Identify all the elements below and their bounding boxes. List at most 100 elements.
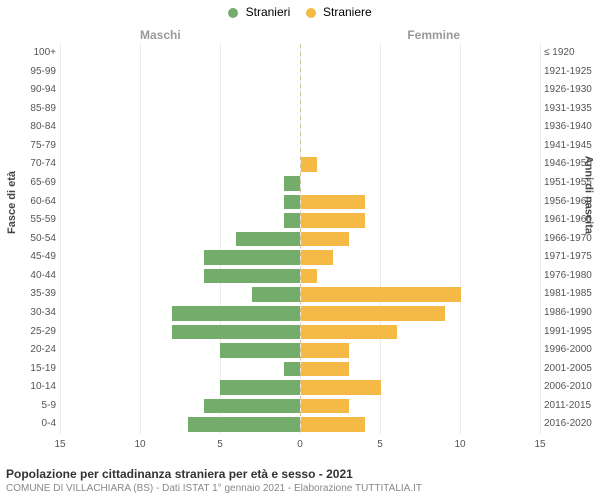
- birth-label: 2016-2020: [544, 415, 600, 434]
- age-label: 35-39: [0, 285, 56, 304]
- bar-male: [204, 269, 300, 284]
- age-row: 10-142006-2010: [60, 378, 540, 397]
- bar-male: [284, 195, 300, 210]
- x-tick-label: 5: [377, 439, 383, 450]
- age-row: 25-291991-1995: [60, 323, 540, 342]
- pyramid-chart: Stranieri Straniere Maschi Femmine Fasce…: [0, 0, 600, 500]
- bar-male: [284, 176, 300, 191]
- birth-label: 1986-1990: [544, 304, 600, 323]
- age-row: 40-441976-1980: [60, 267, 540, 286]
- age-label: 20-24: [0, 341, 56, 360]
- birth-label: 1941-1945: [544, 137, 600, 156]
- age-row: 80-841936-1940: [60, 118, 540, 137]
- bar-female: [301, 195, 365, 210]
- plot-area: 05510101515100+≤ 192095-991921-192590-94…: [60, 44, 540, 434]
- chart-title: Popolazione per cittadinanza straniera p…: [6, 467, 594, 481]
- age-row: 0-42016-2020: [60, 415, 540, 434]
- birth-label: 1931-1935: [544, 100, 600, 119]
- bar-female: [301, 399, 349, 414]
- bar-male: [252, 287, 300, 302]
- chart-subtitle: COMUNE DI VILLACHIARA (BS) - Dati ISTAT …: [6, 483, 594, 494]
- bar-male: [188, 417, 300, 432]
- age-row: 20-241996-2000: [60, 341, 540, 360]
- birth-label: 2011-2015: [544, 397, 600, 416]
- birth-label: 1936-1940: [544, 118, 600, 137]
- age-row: 70-741946-1950: [60, 155, 540, 174]
- bar-male: [284, 213, 300, 228]
- bar-male: [236, 232, 300, 247]
- grid-line: [540, 44, 541, 434]
- age-row: 75-791941-1945: [60, 137, 540, 156]
- bar-female: [301, 343, 349, 358]
- age-row: 95-991921-1925: [60, 63, 540, 82]
- legend-swatch-male: [228, 8, 238, 18]
- age-label: 65-69: [0, 174, 56, 193]
- birth-label: 1991-1995: [544, 323, 600, 342]
- age-label: 30-34: [0, 304, 56, 323]
- age-row: 60-641956-1960: [60, 193, 540, 212]
- age-label: 70-74: [0, 155, 56, 174]
- birth-label: 1926-1930: [544, 81, 600, 100]
- age-label: 50-54: [0, 230, 56, 249]
- age-row: 50-541966-1970: [60, 230, 540, 249]
- x-tick-label: 10: [134, 439, 145, 450]
- age-row: 45-491971-1975: [60, 248, 540, 267]
- age-label: 25-29: [0, 323, 56, 342]
- x-tick-label: 0: [297, 439, 303, 450]
- age-row: 35-391981-1985: [60, 285, 540, 304]
- age-label: 75-79: [0, 137, 56, 156]
- bar-female: [301, 269, 317, 284]
- age-label: 80-84: [0, 118, 56, 137]
- birth-label: 1956-1960: [544, 193, 600, 212]
- age-label: 100+: [0, 44, 56, 63]
- birth-label: 2006-2010: [544, 378, 600, 397]
- age-label: 85-89: [0, 100, 56, 119]
- age-row: 5-92011-2015: [60, 397, 540, 416]
- birth-label: 1946-1950: [544, 155, 600, 174]
- birth-label: 1971-1975: [544, 248, 600, 267]
- birth-label: 1966-1970: [544, 230, 600, 249]
- age-row: 100+≤ 1920: [60, 44, 540, 63]
- legend: Stranieri Straniere: [0, 5, 600, 19]
- bar-male: [220, 343, 300, 358]
- bar-male: [220, 380, 300, 395]
- x-tick-label: 5: [217, 439, 223, 450]
- age-label: 45-49: [0, 248, 56, 267]
- x-tick-label: 15: [534, 439, 545, 450]
- birth-label: 1996-2000: [544, 341, 600, 360]
- bar-female: [301, 213, 365, 228]
- bar-male: [172, 306, 300, 321]
- bar-female: [301, 417, 365, 432]
- bar-female: [301, 287, 461, 302]
- x-tick-label: 15: [54, 439, 65, 450]
- birth-label: 2001-2005: [544, 360, 600, 379]
- bar-female: [301, 157, 317, 172]
- bar-female: [301, 306, 445, 321]
- age-label: 55-59: [0, 211, 56, 230]
- legend-label-male: Stranieri: [246, 5, 291, 19]
- age-row: 90-941926-1930: [60, 81, 540, 100]
- age-label: 90-94: [0, 81, 56, 100]
- side-label-male: Maschi: [140, 28, 181, 42]
- age-label: 10-14: [0, 378, 56, 397]
- legend-item-female: Straniere: [306, 5, 372, 19]
- bar-female: [301, 380, 381, 395]
- legend-label-female: Straniere: [323, 5, 372, 19]
- age-label: 5-9: [0, 397, 56, 416]
- bar-male: [284, 362, 300, 377]
- age-row: 15-192001-2005: [60, 360, 540, 379]
- birth-label: ≤ 1920: [544, 44, 600, 63]
- age-label: 0-4: [0, 415, 56, 434]
- birth-label: 1951-1955: [544, 174, 600, 193]
- bar-female: [301, 232, 349, 247]
- age-row: 30-341986-1990: [60, 304, 540, 323]
- bar-male: [204, 399, 300, 414]
- bar-female: [301, 250, 333, 265]
- bar-male: [172, 325, 300, 340]
- bar-female: [301, 325, 397, 340]
- age-row: 85-891931-1935: [60, 100, 540, 119]
- bar-female: [301, 362, 349, 377]
- age-row: 65-691951-1955: [60, 174, 540, 193]
- legend-item-male: Stranieri: [228, 5, 290, 19]
- birth-label: 1921-1925: [544, 63, 600, 82]
